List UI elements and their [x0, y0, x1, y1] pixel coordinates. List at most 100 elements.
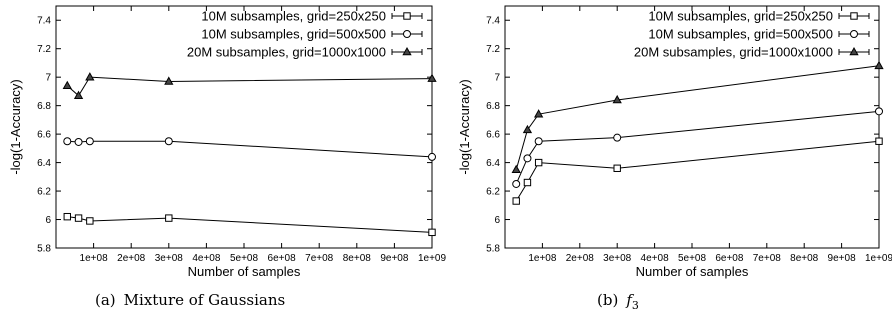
legend-label: 20M subsamples, grid=1000x1000	[634, 45, 833, 60]
x-tick-label: 1e+08	[80, 253, 109, 264]
legend-marker	[403, 30, 411, 38]
series-square	[512, 137, 883, 205]
legend-label: 20M subsamples, grid=1000x1000	[187, 45, 386, 60]
data-point	[73, 90, 84, 99]
y-tick-label: 7.2	[486, 44, 500, 55]
panel-caption: (b) f3	[597, 291, 639, 312]
caption-label: (b)	[597, 291, 618, 309]
data-point	[63, 137, 72, 146]
x-axis-title: Number of samples	[636, 264, 749, 279]
y-tick-label: 7	[494, 73, 500, 84]
legend-marker	[850, 12, 858, 20]
legend: 10M subsamples, grid=250x250 10M subsampl…	[187, 9, 423, 60]
data-point	[86, 217, 94, 225]
y-tick-label: 6.2	[486, 187, 500, 198]
y-tick-label: 7.2	[37, 44, 51, 55]
data-point	[85, 137, 94, 146]
legend-label: 10M subsamples, grid=500x500	[648, 27, 833, 42]
series-line	[515, 110, 880, 185]
series-line	[515, 65, 880, 170]
x-tick-label: 9e+08	[380, 253, 409, 264]
data-point	[534, 158, 543, 167]
y-tick-label: 6.4	[486, 158, 500, 169]
x-tick-label: 2e+08	[566, 253, 595, 264]
y-axis-title: -log(1-Accuracy)	[457, 79, 472, 174]
y-tick-label: 7.4	[37, 16, 51, 27]
x-tick-label: 4e+08	[192, 253, 221, 264]
y-tick-label: 6.8	[486, 101, 500, 112]
data-point	[534, 137, 543, 146]
data-point	[523, 178, 532, 187]
panel-caption: (a) Mixture of Gaussians	[95, 291, 285, 309]
data-point	[522, 124, 533, 134]
data-point	[428, 228, 436, 237]
x-tick-label: 2e+08	[117, 253, 146, 264]
y-tick-label: 6.8	[37, 101, 51, 112]
data-point	[512, 179, 521, 188]
x-axis-title: Number of samples	[188, 264, 301, 279]
data-point	[613, 133, 622, 142]
series-triangle	[62, 72, 437, 99]
plot-frame	[55, 5, 433, 249]
chart-panel-a: 5.8 6 6.2 6.4 6.6 6.8 7 7.2 7.4 1e+08 2e+08 3e+08 4e…	[8, 5, 447, 309]
chart-panel-b: 5.8 6 6.2 6.4 6.6 6.8 7 7.2 7.4 1e+08 2e+08 3e+08 4e…	[457, 5, 892, 312]
series-square	[63, 212, 436, 237]
data-point	[164, 76, 174, 85]
data-point	[534, 109, 544, 118]
legend: 10M subsamples, grid=250x250 10M subsampl…	[634, 9, 870, 60]
y-tick-label: 6.6	[486, 130, 500, 141]
data-point	[613, 164, 621, 172]
data-point	[612, 94, 622, 104]
y-tick-label: 5.8	[486, 244, 500, 255]
series-triangle	[511, 60, 884, 174]
data-point	[523, 154, 532, 163]
x-tick-label: 9e+08	[828, 253, 857, 264]
x-tick-label: 8e+08	[343, 253, 372, 264]
legend-marker	[403, 12, 411, 20]
x-tick-label: 3e+08	[603, 253, 632, 264]
y-tick-label: 6.6	[37, 130, 51, 141]
series-circle	[512, 107, 883, 188]
legend-marker	[402, 46, 412, 56]
legend-marker	[850, 30, 858, 38]
data-point	[165, 214, 173, 222]
y-tick-label: 6	[494, 215, 500, 226]
data-point	[512, 197, 520, 205]
legend-label: 10M subsamples, grid=250x250	[201, 9, 386, 24]
x-tick-label: 6e+08	[715, 253, 744, 264]
y-tick-label: 5.8	[37, 244, 51, 255]
data-point	[63, 212, 71, 221]
x-tick-label: 1e+09	[418, 253, 447, 264]
data-point	[85, 72, 95, 81]
x-tick-label: 5e+08	[678, 253, 707, 264]
data-point	[511, 164, 521, 174]
plot-frame	[504, 5, 880, 249]
data-point	[74, 214, 83, 222]
data-point	[427, 73, 437, 82]
x-tick-label: 1e+09	[865, 253, 892, 264]
x-tick-label: 7e+08	[305, 253, 334, 264]
y-axis-title: -log(1-Accuracy)	[8, 79, 23, 174]
x-tick-label: 8e+08	[790, 253, 819, 264]
y-tick-label: 7.4	[486, 16, 500, 27]
series-line	[515, 140, 880, 202]
data-point	[74, 137, 83, 146]
x-tick-label: 5e+08	[230, 253, 259, 264]
caption-math: f	[625, 291, 634, 309]
series-circle	[63, 137, 436, 161]
series-line	[67, 140, 433, 158]
data-point	[875, 107, 883, 116]
x-tick-label: 3e+08	[155, 253, 184, 264]
y-tick-label: 6	[45, 215, 51, 226]
legend-label: 10M subsamples, grid=500x500	[201, 27, 386, 42]
series-line	[67, 216, 433, 233]
caption-label: (a)	[95, 291, 116, 309]
caption-title: Mixture of Gaussians	[124, 291, 286, 309]
x-tick-label: 7e+08	[753, 253, 782, 264]
x-tick-label: 1e+08	[528, 253, 557, 264]
series-line	[66, 76, 433, 97]
caption-math-sub: 3	[632, 299, 639, 312]
x-tick-label: 4e+08	[641, 253, 670, 264]
data-point	[874, 60, 884, 70]
